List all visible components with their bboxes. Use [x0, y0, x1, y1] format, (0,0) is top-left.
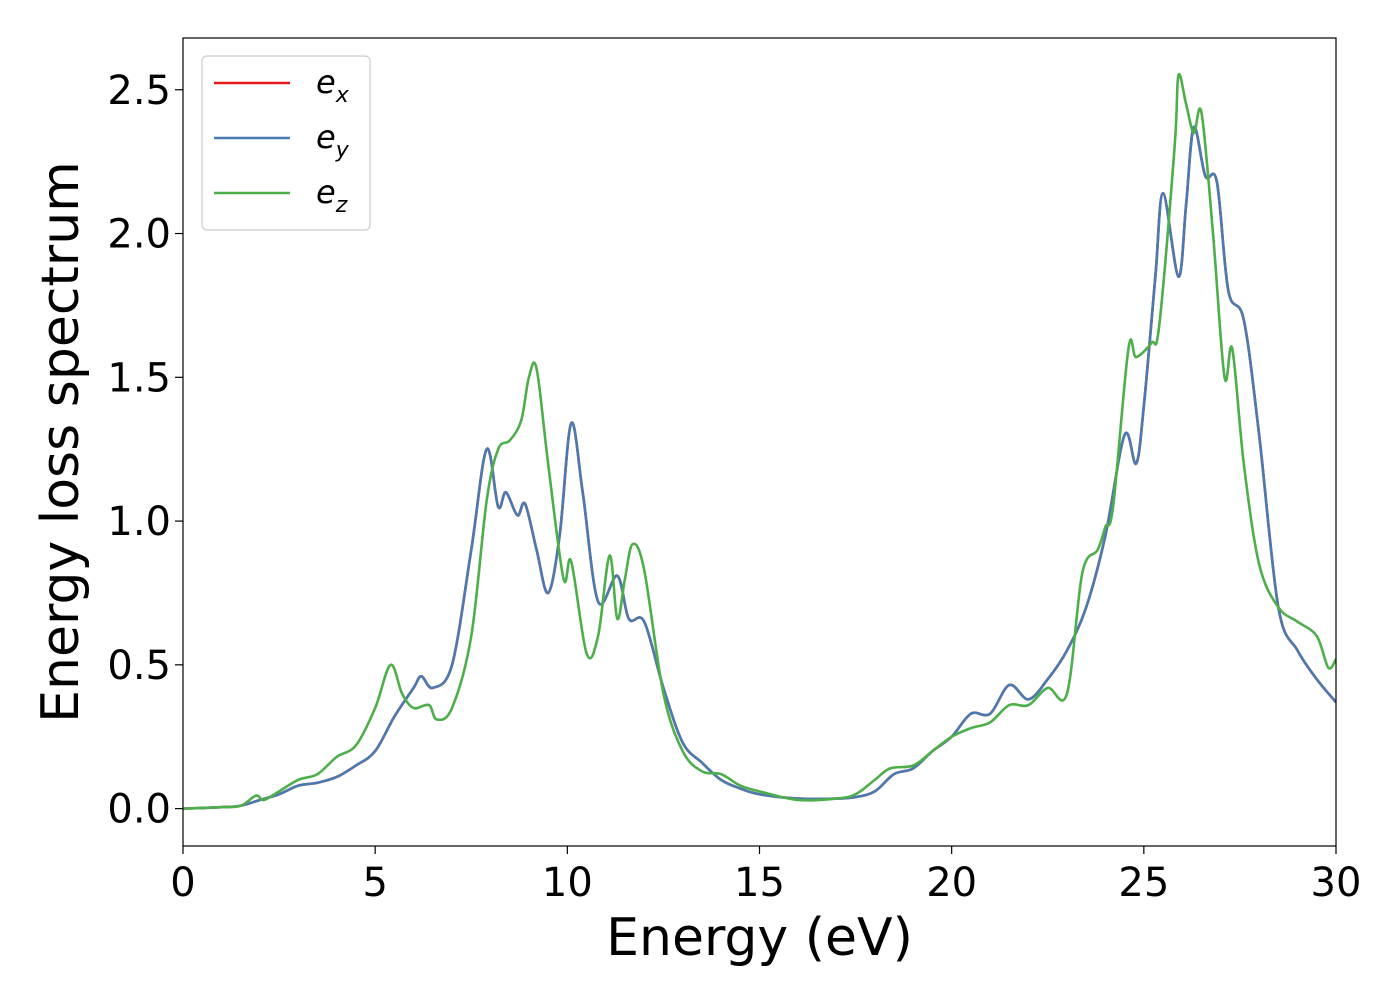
legend-label-y: ey [316, 118, 350, 163]
x-tick-label: 10 [542, 860, 593, 906]
x-tick-label: 30 [1311, 860, 1362, 906]
legend-label-x: ex [316, 63, 350, 108]
y-tick-label: 2.0 [107, 212, 171, 258]
x-tick-label: 5 [362, 860, 387, 906]
y-axis-title: Energy loss spectrum [31, 161, 91, 723]
x-tick-label: 25 [1118, 860, 1169, 906]
y-tick-label: 0.0 [107, 787, 171, 833]
series-layer [183, 72, 1336, 810]
series-line-y [183, 125, 1336, 810]
y-tick-label: 1.0 [107, 499, 171, 545]
legend-label-z: ez [316, 173, 348, 218]
x-tick-label: 0 [170, 860, 195, 906]
y-tick-label: 1.5 [107, 355, 171, 401]
y-tick-label: 0.5 [107, 643, 171, 689]
y-axis-ticks: 0.0 0.5 1.0 1.5 2.0 2.5 [107, 68, 183, 833]
x-axis-ticks: 0 5 10 15 20 25 30 [170, 846, 1361, 906]
plot-frame [182, 37, 1337, 847]
x-tick-label: 15 [734, 860, 785, 906]
x-axis-title: Energy (eV) [606, 908, 913, 968]
y-tick-label: 2.5 [107, 68, 171, 114]
legend-box [201, 55, 371, 231]
x-tick-label: 20 [926, 860, 977, 906]
legend: ex ey ez [201, 55, 371, 231]
series-line-z [183, 72, 1336, 810]
